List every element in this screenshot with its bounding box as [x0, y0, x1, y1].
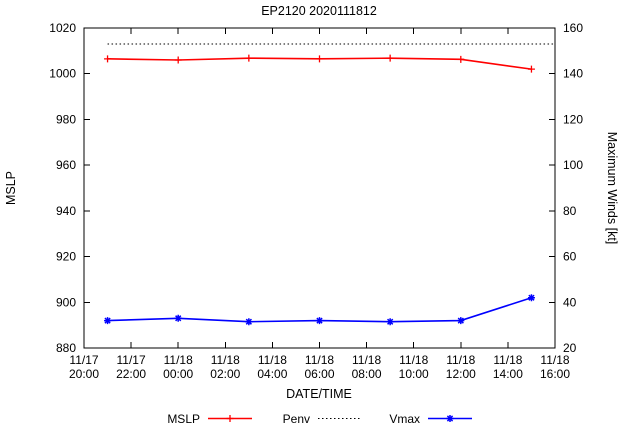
x-axis-label: DATE/TIME: [286, 387, 352, 401]
y-right-tick-label: 140: [563, 67, 583, 81]
series-marker-mslp: [174, 56, 182, 64]
series-marker-vmax: [245, 318, 253, 326]
y-right-tick-label: 20: [563, 341, 577, 355]
x-tick-label: 11/18 06:00: [304, 353, 334, 381]
series-marker-vmax: [527, 294, 535, 302]
series-marker-mslp: [457, 55, 465, 63]
axes: 880 900 920 940 960 980 1000 1020 20 40 60 80 100 120…: [49, 21, 583, 381]
legend-marker-mslp: [226, 415, 234, 422]
x-tick-label: 11/18 12:00: [446, 353, 476, 381]
x-tick-label: 11/18 08:00: [352, 353, 382, 381]
plot-border: [83, 27, 556, 349]
x-tick-label: 11/17 22:00: [116, 353, 146, 381]
series-marker-vmax: [104, 317, 112, 325]
series-marker-mslp: [245, 54, 253, 62]
y-axis-label-right: Maximum Winds [kt]: [605, 132, 619, 245]
y-left-tick-label: 880: [56, 341, 76, 355]
y-left-tick-label: 900: [56, 295, 76, 309]
x-tick-label: 11/18 16:00: [540, 353, 570, 381]
y-right-tick-label: 160: [563, 21, 583, 35]
y-left-tick-label: 980: [56, 112, 76, 126]
y-left-tick-label: 1020: [49, 21, 76, 35]
y-axis-label-left: MSLP: [4, 171, 18, 205]
y-left-tick-label: 1000: [49, 67, 76, 81]
y-right-tick-label: 100: [563, 158, 583, 172]
legend-marker-vmax: [446, 415, 454, 422]
x-tick-label: 11/18 14:00: [493, 353, 523, 381]
x-tick-label: 11/18 02:00: [210, 353, 240, 381]
series-marker-vmax: [386, 318, 394, 326]
legend-label-mslp: MSLP: [167, 412, 200, 426]
y-left-tick-label: 940: [56, 204, 76, 218]
legend: MSLP Penv Vmax: [167, 412, 472, 426]
chart-title: EP2120 2020111812: [261, 4, 377, 18]
series-marker-mslp: [527, 65, 535, 73]
y-right-tick-label: 80: [563, 204, 577, 218]
x-tick-label: 11/18 04:00: [257, 353, 287, 381]
y-right-tick-label: 60: [563, 250, 577, 264]
series-marker-mslp: [386, 54, 394, 62]
series-marker-mslp: [316, 55, 323, 63]
y-left-tick-label: 920: [56, 250, 76, 264]
x-tick-label: 11/18 00:00: [163, 353, 193, 381]
series-marker-vmax: [174, 314, 182, 322]
series-marker-vmax: [316, 317, 323, 325]
y-right-tick-label: 40: [563, 295, 577, 309]
series-marker-vmax: [457, 317, 465, 325]
legend-label-penv: Penv: [283, 412, 310, 426]
y-left-tick-label: 960: [56, 158, 76, 172]
y-right-tick-label: 120: [563, 112, 583, 126]
legend-label-vmax: Vmax: [389, 412, 420, 426]
x-tick-label: 11/18 10:00: [399, 353, 429, 381]
series-marker-mslp: [104, 55, 112, 63]
series: [104, 43, 555, 326]
x-tick-label: 11/17 20:00: [69, 353, 99, 381]
